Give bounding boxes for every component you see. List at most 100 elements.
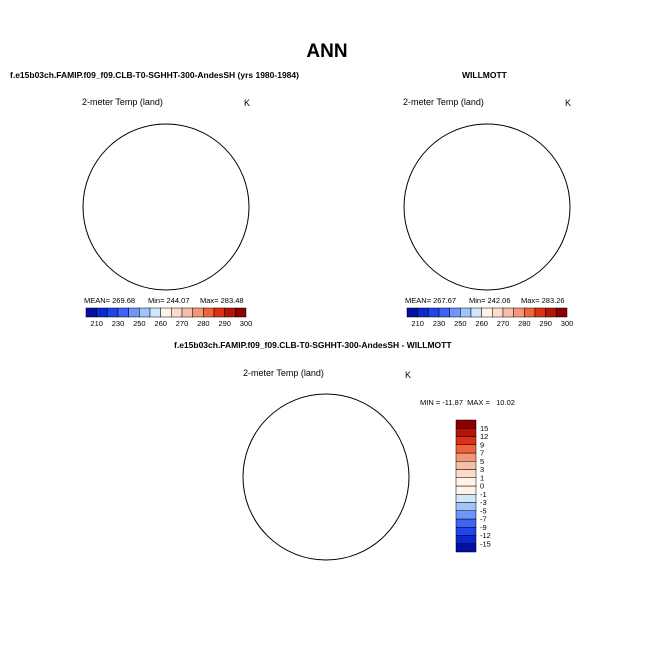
panel-1-colorbar-tick-270: 270: [176, 319, 189, 328]
panel-3-colorbar-swatch-6: [455, 494, 477, 503]
panel-2-colorbar-tick-210: 210: [411, 319, 424, 328]
panel-3-colorbar-swatch-9: [455, 469, 477, 478]
panel-3-colorbar-tick-9: 9: [480, 440, 484, 449]
panel-3-colorbar-tick-0: 0: [480, 482, 484, 491]
panel-2-colorbar-tick-260: 260: [475, 319, 488, 328]
panel-2-variable-label: 2-meter Temp (land): [403, 97, 484, 107]
panel-2-colorbar-tick-290: 290: [539, 319, 552, 328]
panel-1-colorbar-tick-210: 210: [90, 319, 103, 328]
panel-3-colorbar-swatch-4: [455, 510, 477, 520]
panel-3-colorbar-tick--15: -15: [480, 539, 491, 548]
panel-2-units-label: K: [565, 98, 572, 108]
panel-2-colorbar-swatch-6: [470, 307, 482, 318]
panel-2-colorbar-swatch-7: [481, 307, 493, 318]
panel-1-colorbar-swatch-11: [203, 307, 215, 318]
panel-3-colorbar-tick--12: -12: [480, 531, 491, 540]
panel-1-colorbar-tick-260: 260: [154, 319, 167, 328]
panel-2-colorbar-tick-230: 230: [433, 319, 446, 328]
panel-1-max: Max= 283.48: [200, 296, 244, 305]
panel-3-colorbar-tick-7: 7: [480, 449, 484, 458]
panel-2-colorbar-tick-250: 250: [454, 319, 467, 328]
panel-3-colorbar-tick-12: 12: [480, 432, 488, 441]
panel-1-units-label: K: [244, 98, 251, 108]
panel-1-colorbar-swatch-5: [139, 307, 151, 318]
panel-2-colorbar-swatch-8: [492, 307, 504, 318]
panel-3-colorbar-tick--5: -5: [480, 506, 487, 515]
panel-1-min: Min= 244.07: [148, 296, 190, 305]
panel-3-colorbar-swatch-5: [455, 502, 477, 511]
panel-3-colorbar-swatch-7: [455, 485, 477, 495]
panel-3-colorbar-tick-5: 5: [480, 457, 484, 466]
panel-1-colorbar-swatch-10: [192, 307, 204, 318]
panel-3-colorbar-tick-3: 3: [480, 465, 484, 474]
panel-1-colorbar-tick-230: 230: [112, 319, 125, 328]
panel-3-map: [242, 393, 410, 561]
panel-3-colorbar-tick--7: -7: [480, 515, 487, 524]
panel-2-colorbar-tick-280: 280: [518, 319, 531, 328]
panel-3-subtitle: f.e15b03ch.FAMIP.f09_f09.CLB-T0-SGHHT-30…: [174, 340, 452, 350]
panel-2-colorbar-swatch-9: [502, 307, 514, 318]
panel-1-colorbar-swatch-8: [171, 307, 183, 318]
panel-3-colorbar-swatch-14: [455, 428, 477, 437]
panel-3-map-border: [242, 393, 410, 561]
panel-1-colorbar-swatch-2: [107, 307, 119, 318]
panel-2-colorbar: 210 230 250 260 270 280 290 300: [406, 307, 573, 328]
panel-1-map-ocean: [83, 124, 249, 290]
panel-1-colorbar-swatch-4: [128, 307, 140, 318]
panel-1-colorbar-swatch-6: [149, 307, 161, 318]
panel-1-colorbar-swatch-12: [213, 307, 225, 318]
panel-2-colorbar-swatch-11: [524, 307, 536, 318]
panel-1-colorbar-tick-250: 250: [133, 319, 146, 328]
panel-3-colorbar-tick--9: -9: [480, 523, 487, 532]
panel-1-colorbar-swatch-7: [160, 307, 172, 318]
panel-3-colorbar-swatch-1: [455, 535, 477, 544]
page-title: ANN: [306, 41, 348, 62]
panel-3-colorbar-swatch-10: [455, 461, 477, 470]
panel-2-map-ocean: [404, 124, 570, 290]
panel-1-subtitle: f.e15b03ch.FAMIP.f09_f09.CLB-T0-SGHHT-30…: [10, 70, 299, 80]
panel-1-colorbar-swatch-9: [181, 307, 193, 318]
panel-3-colorbar-swatch-0: [455, 543, 477, 553]
panel-3-colorbar-swatch-13: [455, 436, 477, 445]
panel-1-colorbar-swatch-3: [117, 307, 129, 318]
panel-3-colorbar-tick-1: 1: [480, 473, 484, 482]
panel-1-colorbar: 210 230 250 260 270 280 290 300: [85, 307, 253, 328]
panel-1-colorbar-tick-290: 290: [218, 319, 231, 328]
panel-2-max: Max= 283.26: [521, 296, 565, 305]
panel-2-mean: MEAN= 267.67: [405, 296, 457, 305]
panel-2-map-border: [403, 123, 571, 291]
panel-2-colorbar-swatch-5: [460, 307, 472, 318]
panel-3-colorbar-swatch-11: [455, 452, 477, 462]
panel-3-colorbar-swatch-8: [455, 477, 477, 487]
panel-2-colorbar-tick-270: 270: [497, 319, 510, 328]
panel-2-subtitle: WILLMOTT: [462, 70, 507, 80]
panel-3-colorbar-swatch-3: [455, 518, 477, 528]
panel-1-map: [82, 123, 250, 291]
panel-1-variable-label: 2-meter Temp (land): [82, 97, 163, 107]
panel-2-colorbar-swatch-0: [406, 307, 418, 318]
panel-1-colorbar-swatch-1: [96, 307, 108, 318]
panel-2-colorbar-swatch-14: [556, 307, 568, 318]
panel-1-colorbar-tick-300: 300: [240, 319, 253, 328]
panel-3-colorbar-tick--3: -3: [480, 498, 487, 507]
panel-2-colorbar-swatch-1: [417, 307, 429, 318]
panel-2-colorbar-swatch-10: [513, 307, 525, 318]
panel-1-colorbar-swatch-0: [85, 307, 97, 318]
panel-3-colorbar-swatch-2: [455, 527, 477, 536]
panel-3-minmax: MIN = -11.87 MAX = 10.02: [420, 398, 515, 407]
panel-1-colorbar-swatch-13: [224, 307, 236, 318]
panel-2-colorbar-swatch-12: [534, 307, 546, 318]
panel-3-colorbar-swatch-12: [455, 444, 477, 454]
panel-1-mean: MEAN= 269.68: [84, 296, 136, 305]
panel-2-map: [403, 123, 571, 291]
panel-2-colorbar-swatch-2: [428, 307, 440, 318]
panel-2-colorbar-swatch-4: [449, 307, 461, 318]
panel-3-colorbar-tick--1: -1: [480, 490, 487, 499]
panel-2-colorbar-swatch-3: [438, 307, 450, 318]
panel-3-map-ocean: [243, 394, 409, 560]
panel-1-colorbar-swatch-14: [235, 307, 247, 318]
panel-3-variable-label: 2-meter Temp (land): [243, 368, 324, 378]
panel-3-colorbar-swatch-15: [455, 419, 477, 429]
